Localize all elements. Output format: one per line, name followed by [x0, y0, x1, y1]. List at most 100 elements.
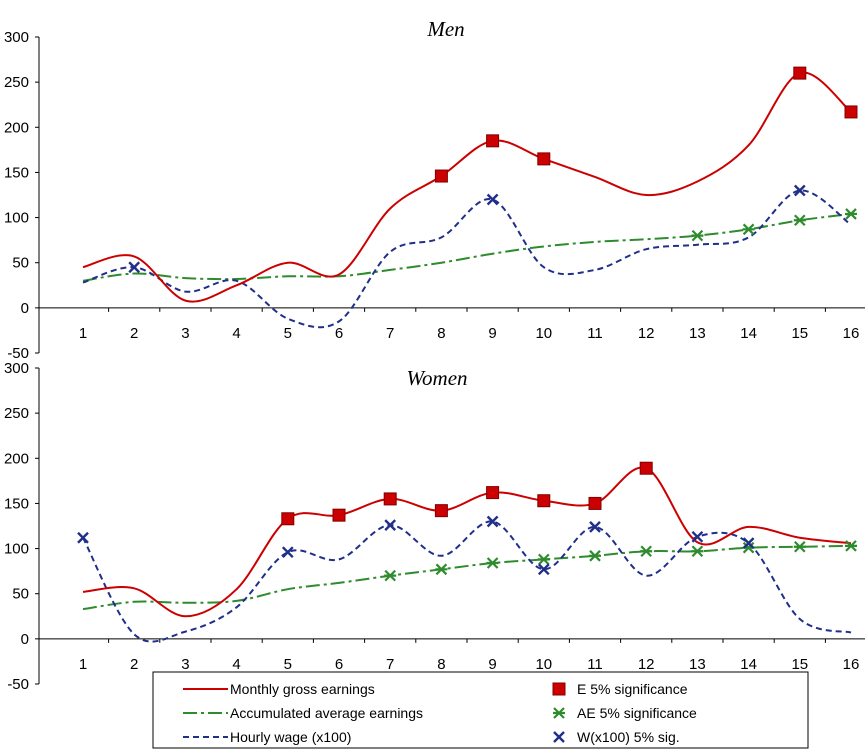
marker-e-5-significance [639, 461, 653, 475]
marker-e-5-significance [332, 508, 346, 522]
x-tick-label: 9 [488, 325, 496, 342]
marker-e-5-significance [434, 504, 448, 518]
marker-w-x100-5-sig [793, 184, 806, 197]
legend-item-hourly-wage-x100: Hourly wage (x100) [183, 729, 351, 745]
x-tick-label: 4 [232, 656, 240, 673]
y-tick-label: 50 [12, 586, 29, 603]
marker-ae-5-significance [845, 208, 857, 220]
marker-e-5-significance [844, 105, 858, 119]
legend-label: AE 5% significance [577, 705, 697, 721]
x-tick-label: 6 [335, 325, 343, 342]
y-tick-label: 200 [4, 119, 29, 136]
marker-ae-5-significance [486, 557, 499, 569]
marker-ae-5-significance [589, 550, 601, 562]
x-tick-label: 4 [232, 325, 240, 342]
y-tick-label: 0 [21, 300, 29, 317]
y-tick-label: -50 [7, 676, 29, 693]
legend-label: W(x100) 5% sig. [577, 729, 680, 745]
marker-w-x100-5-sig [486, 193, 499, 206]
x-tick-label: 6 [335, 656, 343, 673]
y-tick-label: 250 [4, 74, 29, 91]
series-line-hourly-wage-x100 [82, 520, 852, 643]
x-tick-label: 3 [181, 325, 189, 342]
legend-label: Accumulated average earnings [230, 705, 423, 721]
marker-e-5-significance [537, 152, 551, 166]
marker-e-5-significance [434, 169, 448, 183]
marker-ae-5-significance [793, 214, 806, 227]
x-tick-label: 15 [791, 325, 808, 342]
legend-label: Monthly gross earnings [230, 681, 375, 697]
panel-title: Women [406, 366, 467, 390]
marker-ae-5-significance [793, 540, 806, 553]
y-tick-label: 150 [4, 164, 29, 181]
series-line-accumulated-average-earnings [82, 213, 852, 282]
legend-label: E 5% significance [577, 681, 688, 697]
legend-item-monthly-gross-earnings: Monthly gross earnings [183, 681, 375, 697]
marker-ae-5-significance [742, 223, 755, 236]
legend-item-accumulated-average-earnings: Accumulated average earnings [183, 705, 423, 721]
x-tick-label: 5 [284, 656, 292, 673]
x-tick-label: 8 [437, 656, 445, 673]
marker-w-x100-5-sig [589, 521, 601, 533]
x-tick-label: 2 [130, 325, 138, 342]
x-tick-label: 7 [386, 656, 394, 673]
marker-e-5-significance [588, 496, 602, 510]
marker-e-5-significance [486, 134, 500, 148]
x-tick-label: 2 [130, 656, 138, 673]
marker-ae-5-significance [537, 553, 550, 566]
legend-swatch [552, 682, 566, 696]
marker-e-5-significance [281, 512, 295, 526]
x-tick-label: 11 [587, 656, 603, 673]
panel-title: Men [426, 17, 464, 41]
series-line-accumulated-average-earnings [82, 544, 852, 611]
x-tick-label: 1 [79, 656, 87, 673]
marker-e-5-significance [793, 66, 807, 80]
marker-e-5-significance [537, 494, 551, 508]
x-tick-label: 1 [79, 325, 87, 342]
marker-ae-5-significance [640, 545, 653, 558]
legend-label: Hourly wage (x100) [230, 729, 351, 745]
x-tick-label: 10 [535, 325, 552, 342]
x-tick-label: 11 [587, 325, 603, 342]
y-tick-label: 100 [4, 210, 29, 227]
legend-swatch [553, 731, 565, 743]
x-tick-label: 13 [689, 656, 706, 673]
marker-e-5-significance [383, 492, 397, 506]
y-tick-label: 300 [4, 29, 29, 46]
legend-item-e-5-significance: E 5% significance [552, 681, 688, 697]
y-tick-label: 300 [4, 360, 29, 377]
y-tick-label: 50 [12, 255, 29, 272]
x-tick-label: 5 [284, 325, 292, 342]
marker-w-x100-5-sig [384, 519, 397, 531]
x-tick-label: 9 [488, 656, 496, 673]
marker-w-x100-5-sig [486, 515, 499, 528]
marker-w-x100-5-sig [691, 530, 704, 543]
marker-ae-5-significance [845, 540, 857, 552]
marker-w-x100-5-sig [281, 546, 294, 559]
y-tick-label: -50 [7, 345, 29, 362]
y-tick-label: 150 [4, 495, 29, 512]
marker-w-x100-5-sig [537, 563, 550, 576]
x-tick-label: 14 [740, 325, 757, 342]
marker-w-x100-5-sig [128, 261, 141, 274]
x-tick-label: 10 [535, 656, 552, 673]
marker-e-5-significance [486, 486, 500, 500]
x-tick-label: 15 [791, 656, 808, 673]
series-line-hourly-wage-x100 [82, 189, 852, 329]
series-line-monthly-gross-earnings [82, 466, 852, 618]
x-tick-label: 14 [740, 656, 757, 673]
x-tick-label: 16 [843, 656, 860, 673]
legend-item-w-x100-5-sig: W(x100) 5% sig. [553, 729, 680, 745]
y-tick-label: 200 [4, 450, 29, 467]
legend-item-ae-5-significance: AE 5% significance [553, 705, 697, 721]
marker-w-x100-5-sig [742, 537, 755, 550]
x-tick-label: 13 [689, 325, 706, 342]
x-tick-label: 7 [386, 325, 394, 342]
marker-ae-5-significance [384, 569, 397, 582]
legend-box [152, 671, 809, 749]
legend-swatch [553, 707, 565, 719]
marker-ae-5-significance [435, 563, 448, 576]
marker-ae-5-significance [691, 229, 704, 242]
